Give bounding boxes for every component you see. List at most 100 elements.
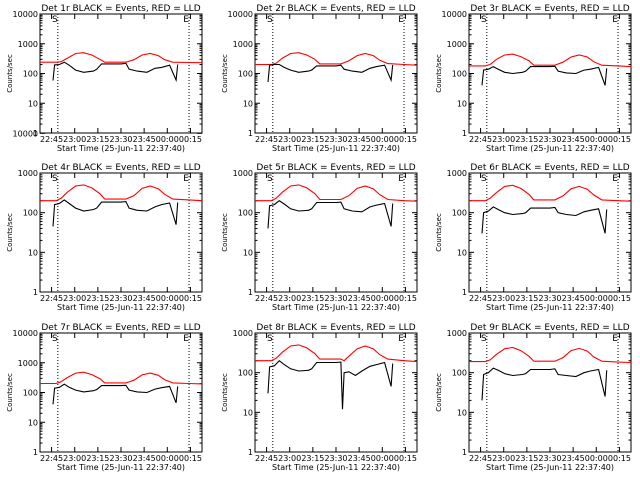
marker-label: E: [398, 334, 404, 344]
x-tick-label: 23:45: [133, 294, 156, 303]
y-axis-label: Counts/sec: [221, 373, 229, 412]
x-tick-label: 22:45: [469, 454, 492, 463]
x-tick-label: 00:00: [585, 454, 608, 463]
panel-4: Det 4r BLACK = Events, RED = LLD11010010…: [6, 129, 203, 312]
x-tick-label: 23:45: [348, 135, 371, 144]
events-series-line: [52, 383, 179, 405]
panel-6: Det 6r BLACK = Events, RED = LLD 1 10 100 10…: [435, 163, 632, 312]
x-tick-label: 00:15: [394, 454, 417, 463]
lld-series-line: [40, 371, 203, 385]
events-series-line: [481, 367, 608, 401]
panel-title: Det 5r BLACK = Events, RED = LLD: [256, 163, 415, 173]
marker-label: E: [183, 334, 189, 344]
events-series-line: [52, 199, 179, 227]
x-tick-label: 00:15: [394, 135, 417, 144]
panel-title: Det 7r BLACK = Events, RED = LLD: [41, 323, 200, 333]
x-axis-label: Start Time (25-Jun-11 22:37:40): [272, 303, 400, 312]
x-tick-label: 00:00: [156, 135, 179, 144]
y-axis-label: Counts/sec: [435, 213, 443, 252]
y-tick-label: 1000: [233, 329, 253, 338]
y-tick-label: 1: [33, 448, 38, 457]
lld-series-line: [469, 184, 632, 202]
x-tick-label: 23:45: [133, 454, 156, 463]
x-tick-label: 23:00: [278, 454, 301, 463]
panel-title: Det 9r BLACK = Events, RED = LLD: [470, 323, 629, 333]
x-tick-label: 23:15: [86, 454, 109, 463]
x-tick-label: 00:00: [585, 135, 608, 144]
y-tick-label: 10: [28, 248, 38, 257]
x-tick-label: 22:45: [469, 135, 492, 144]
y-axis-label: Counts/sec: [221, 213, 229, 252]
x-tick-label: 00:00: [371, 454, 394, 463]
y-tick-label: 10: [457, 248, 467, 257]
x-tick-label: 23:00: [492, 135, 515, 144]
lld-series-line: [469, 53, 632, 68]
panel-title: Det 2r BLACK = Events, RED = LLD: [256, 4, 415, 14]
events-series-line: [267, 200, 394, 229]
x-tick-label: 23:45: [562, 135, 585, 144]
marker-label: E: [612, 334, 618, 344]
x-tick-label: 23:00: [278, 135, 301, 144]
x-tick-label: 23:30: [324, 135, 347, 144]
marker-label: E: [398, 174, 404, 184]
y-tick-label: 10: [457, 408, 467, 417]
x-tick-label: 23:30: [109, 454, 132, 463]
plot-frame: [468, 172, 632, 293]
lld-series-line: [469, 346, 632, 364]
x-tick-label: 23:15: [301, 294, 324, 303]
plot-frame: [468, 332, 632, 453]
y-tick-label: 10000: [13, 329, 38, 338]
y-tick-label: 10: [243, 248, 253, 257]
x-tick-label: 00:15: [608, 135, 631, 144]
y-tick-label: 10: [243, 99, 253, 108]
y-tick-label: 1: [462, 448, 467, 457]
x-tick-label: 00:00: [156, 294, 179, 303]
y-tick-label: 1000: [447, 40, 467, 49]
x-tick-label: 23:45: [562, 454, 585, 463]
x-tick-label: 22:45: [40, 135, 63, 144]
lld-series-line: [255, 52, 418, 66]
events-series-line: [267, 63, 394, 83]
x-tick-label: 23:15: [515, 135, 538, 144]
x-tick-label: 22:45: [255, 135, 278, 144]
y-tick-label: 1: [462, 288, 467, 297]
x-tick-label: 00:15: [179, 135, 202, 144]
marker-label: S: [481, 174, 487, 184]
y-tick-label: 1: [248, 288, 253, 297]
y-tick-label: 1000: [18, 169, 38, 178]
y-axis-label: Counts/sec: [6, 373, 14, 412]
x-tick-label: 23:30: [538, 294, 561, 303]
y-tick-label: 100: [238, 369, 253, 378]
y-tick-label: 10000: [442, 10, 467, 19]
x-tick-label: 23:30: [324, 294, 347, 303]
x-tick-label: 22:45: [255, 294, 278, 303]
y-tick-label: 10000: [13, 129, 38, 138]
x-tick-label: 23:45: [348, 454, 371, 463]
x-tick-label: 00:15: [179, 454, 202, 463]
x-tick-label: 23:15: [515, 294, 538, 303]
x-tick-label: 23:15: [515, 454, 538, 463]
x-tick-label: 00:15: [394, 294, 417, 303]
y-tick-label: 10000: [228, 10, 253, 19]
x-axis-label: Start Time (25-Jun-11 22:37:40): [272, 463, 400, 472]
panel-title: Det 8r BLACK = Events, RED = LLD: [256, 323, 415, 333]
x-tick-label: 23:30: [538, 135, 561, 144]
panel-5: Det 5r BLACK = Events, RED = LLD 1 10 100 10…: [221, 163, 418, 312]
y-tick-label: 1: [462, 129, 467, 138]
x-axis-label: Start Time (25-Jun-11 22:37:40): [57, 303, 185, 312]
x-tick-label: 00:00: [371, 135, 394, 144]
marker-label: E: [612, 174, 618, 184]
y-axis-label: Counts/sec: [6, 54, 14, 93]
x-tick-label: 22:45: [255, 454, 278, 463]
lld-series-line: [255, 344, 418, 363]
events-series-line: [481, 65, 608, 86]
x-tick-label: 23:30: [109, 294, 132, 303]
x-tick-label: 23:45: [133, 135, 156, 144]
y-tick-label: 10: [28, 99, 38, 108]
x-tick-label: 22:45: [469, 294, 492, 303]
y-axis-label: Counts/sec: [221, 54, 229, 93]
plot-frame: [254, 332, 418, 453]
panel-title: Det 4r BLACK = Events, RED = LLD: [41, 163, 200, 173]
x-tick-label: 23:15: [86, 135, 109, 144]
